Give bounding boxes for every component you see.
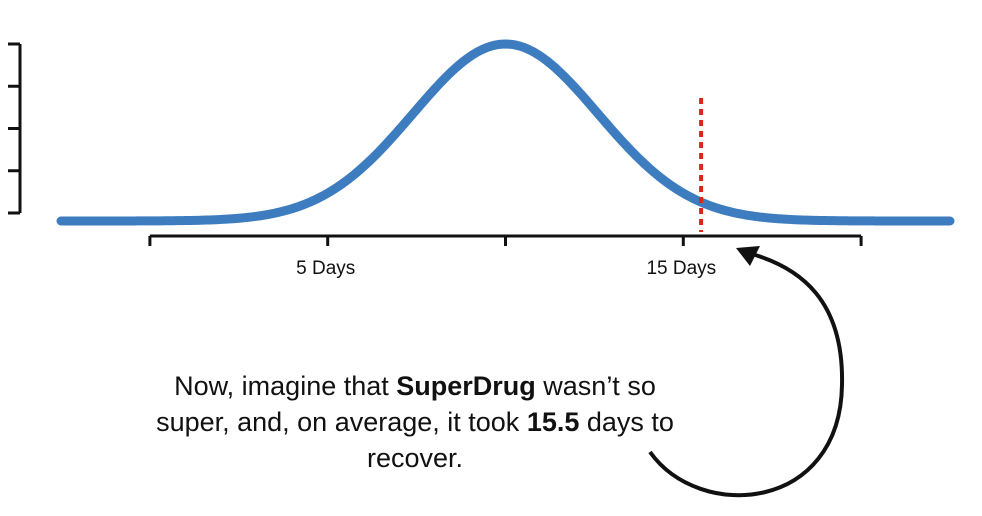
distribution-curve [56,39,955,226]
caption-text: Now, imagine that SuperDrug wasn’t so su… [150,368,680,476]
caption-days-value: 15.5 [526,407,580,437]
caption-drug-name: SuperDrug [396,371,536,401]
x-tick-label: 15 Days [646,258,716,279]
caption-part-2: wasn’t so super, and, on average, it too… [156,371,656,437]
curved-arrow-icon [648,246,845,498]
x-tick-labels: 5 Days 15 Days [296,258,716,279]
y-axis [8,42,22,215]
x-tick-label: 5 Days [296,258,355,279]
caption-part-3: days to recover. [366,407,674,473]
caption-part-1: Now, imagine that [174,371,397,401]
x-axis [148,234,863,246]
